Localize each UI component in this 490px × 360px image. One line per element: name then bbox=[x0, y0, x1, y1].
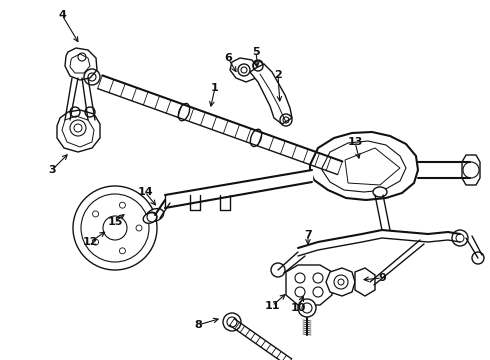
Ellipse shape bbox=[373, 187, 387, 197]
Text: 9: 9 bbox=[378, 273, 386, 283]
Ellipse shape bbox=[143, 213, 157, 223]
Polygon shape bbox=[57, 110, 100, 152]
Text: 5: 5 bbox=[252, 47, 260, 57]
Text: 8: 8 bbox=[194, 320, 202, 330]
Ellipse shape bbox=[147, 208, 164, 221]
Text: 1: 1 bbox=[211, 83, 219, 93]
Circle shape bbox=[223, 313, 241, 331]
Text: 2: 2 bbox=[274, 70, 282, 80]
Text: 11: 11 bbox=[264, 301, 280, 311]
Polygon shape bbox=[65, 48, 97, 80]
Text: 3: 3 bbox=[48, 165, 56, 175]
Text: 10: 10 bbox=[290, 303, 306, 313]
Polygon shape bbox=[326, 268, 355, 296]
Polygon shape bbox=[250, 64, 292, 124]
Polygon shape bbox=[230, 58, 258, 82]
Text: 6: 6 bbox=[224, 53, 232, 63]
Circle shape bbox=[73, 186, 157, 270]
Circle shape bbox=[298, 299, 316, 317]
Polygon shape bbox=[355, 268, 375, 296]
Polygon shape bbox=[462, 155, 480, 185]
Circle shape bbox=[452, 230, 468, 246]
Text: 14: 14 bbox=[137, 187, 153, 197]
Text: 4: 4 bbox=[58, 10, 66, 20]
Text: 12: 12 bbox=[82, 237, 98, 247]
Text: 7: 7 bbox=[304, 230, 312, 240]
Polygon shape bbox=[310, 132, 418, 200]
Text: 13: 13 bbox=[347, 137, 363, 147]
Polygon shape bbox=[286, 265, 332, 305]
Text: 15: 15 bbox=[107, 217, 122, 227]
